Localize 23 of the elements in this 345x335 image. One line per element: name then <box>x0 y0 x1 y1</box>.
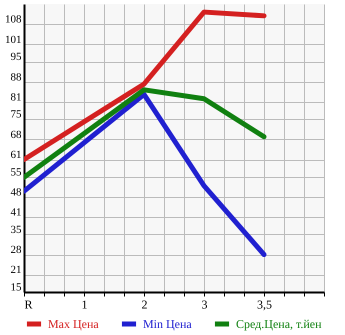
y-tick-label: 101 <box>5 34 22 46</box>
y-tick-label: 35 <box>10 224 22 236</box>
x-tick-label: R <box>24 298 33 312</box>
legend-label: Min Цена <box>143 317 192 331</box>
y-tick-label: 55 <box>10 166 22 178</box>
legend-label: Сред.Цена, т.йен <box>236 317 322 331</box>
x-tick-label: 2 <box>142 298 148 312</box>
y-tick-label: 61 <box>10 149 22 162</box>
y-tick-label: 15 <box>10 282 22 294</box>
y-tick-label: 48 <box>10 186 22 198</box>
y-tick-label: 68 <box>10 128 22 141</box>
y-tick-label: 28 <box>10 244 22 256</box>
y-tick-label: 41 <box>10 206 22 219</box>
x-tick-label: 1 <box>82 298 88 312</box>
legend-label: Max Цена <box>48 317 100 331</box>
y-tick-label: 88 <box>10 71 22 84</box>
x-tick-label: 3 <box>202 298 208 312</box>
y-tick-label: 95 <box>10 51 22 64</box>
y-tick-label: 81 <box>10 91 22 104</box>
y-tick-label: 108 <box>5 14 22 26</box>
y-tick-label: 75 <box>10 108 22 121</box>
y-tick-label: 21 <box>10 264 22 276</box>
x-tick-label: 3,5 <box>257 298 272 312</box>
